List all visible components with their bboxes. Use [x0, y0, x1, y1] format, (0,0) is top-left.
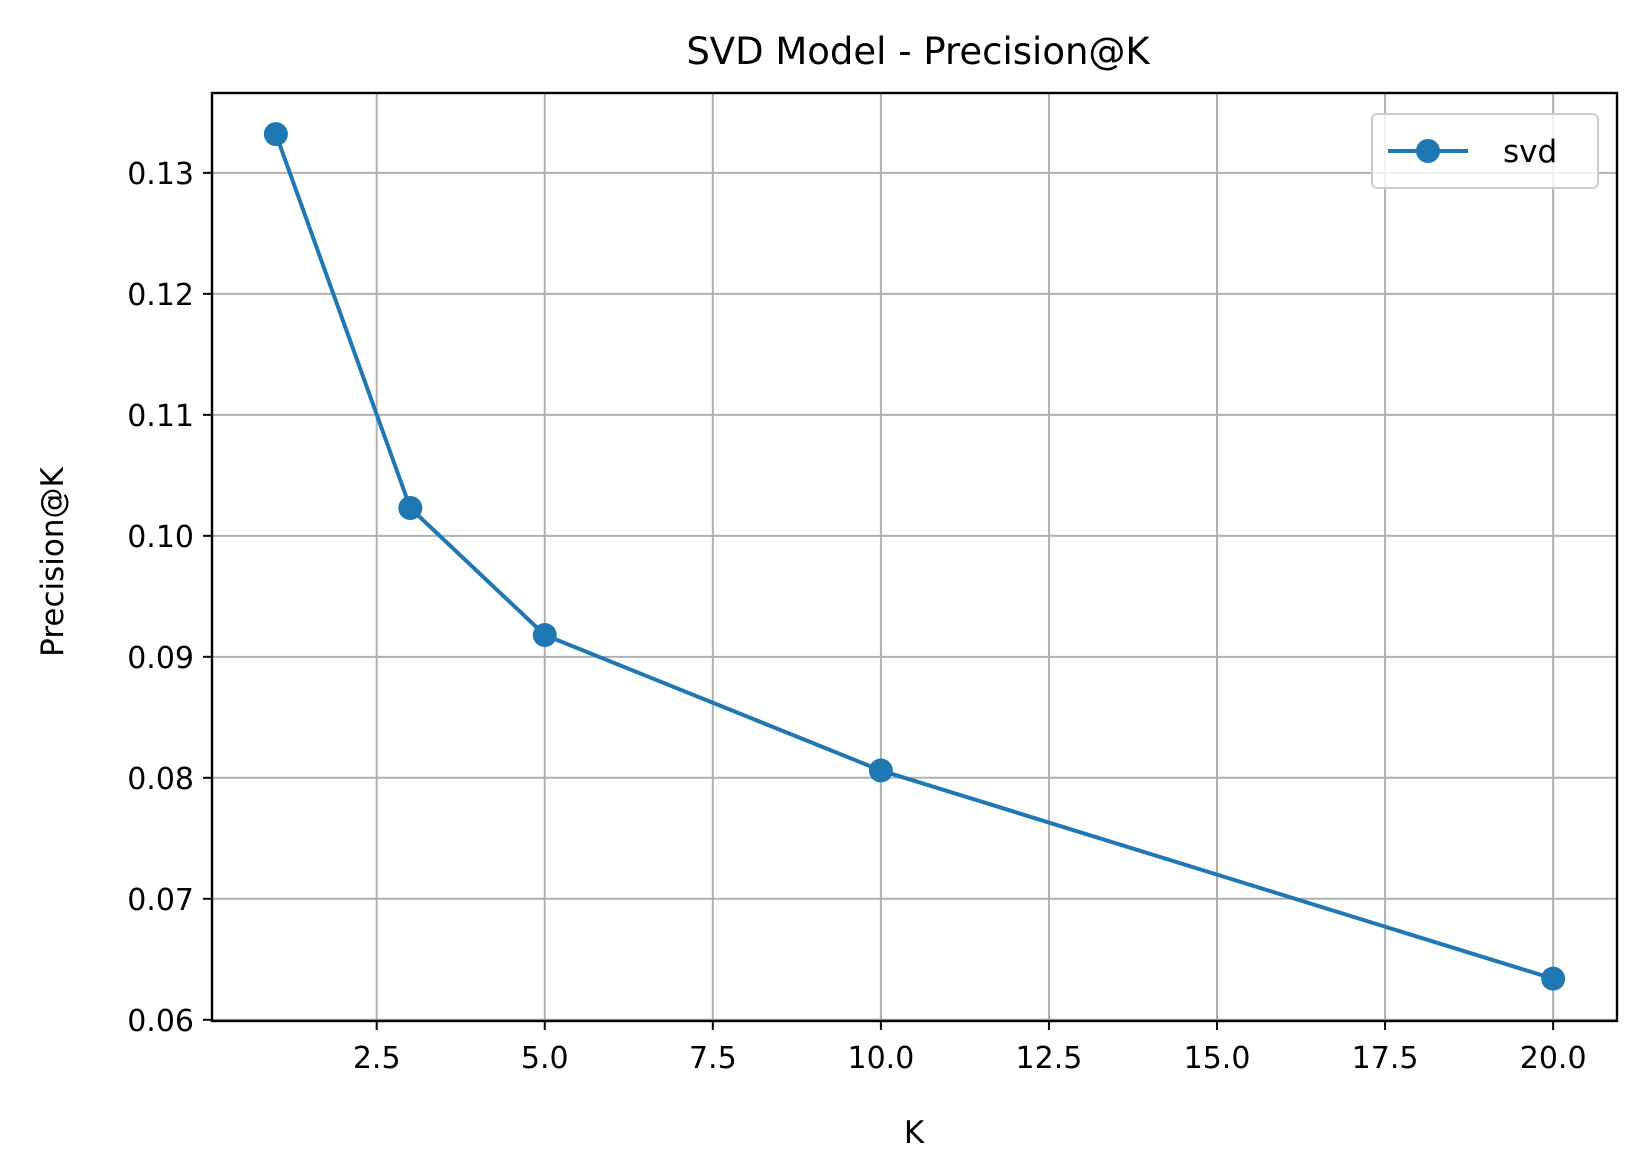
data-point — [532, 623, 557, 648]
x-tick-label: 10.0 — [847, 1041, 914, 1076]
x-tick-label: 20.0 — [1520, 1041, 1587, 1076]
y-axis-ticks: 0.06 0.07 0.08 0.09 0.10 0.11 0.12 0.13 — [127, 157, 212, 1039]
y-tick-label: 0.08 — [127, 762, 194, 797]
legend-box — [1371, 113, 1599, 189]
x-tick-label: 17.5 — [1352, 1041, 1419, 1076]
y-axis-label: Precision@K — [35, 467, 71, 657]
x-tick-label: 5.0 — [521, 1041, 569, 1076]
chart-title: SVD Model - Precision@K — [686, 30, 1151, 73]
data-point — [1541, 966, 1566, 991]
y-tick-label: 0.13 — [127, 157, 194, 192]
grid-layer — [212, 93, 1617, 1021]
y-tick-label: 0.12 — [127, 278, 194, 313]
data-point — [868, 758, 893, 783]
y-tick-label: 0.11 — [127, 399, 194, 434]
data-point — [398, 495, 423, 520]
x-tick-label: 12.5 — [1016, 1041, 1083, 1076]
x-tick-label: 7.5 — [689, 1041, 737, 1076]
y-tick-label: 0.07 — [127, 883, 194, 918]
series-layer — [263, 122, 1566, 991]
x-tick-label: 2.5 — [353, 1041, 401, 1076]
y-tick-label: 0.06 — [127, 1004, 194, 1039]
x-tick-label: 15.0 — [1184, 1041, 1251, 1076]
y-tick-label: 0.10 — [127, 520, 194, 555]
x-axis-label: K — [904, 1115, 925, 1151]
x-axis-ticks: 2.5 5.0 7.5 10.0 12.5 15.0 17.5 20.0 — [353, 1021, 1587, 1076]
plot-frame — [210, 91, 1619, 1023]
legend-label-svd: svd — [1503, 134, 1557, 170]
legend-marker — [1416, 139, 1440, 163]
y-tick-label: 0.09 — [127, 641, 194, 676]
legend: svd — [1371, 113, 1599, 189]
data-point — [263, 122, 288, 147]
